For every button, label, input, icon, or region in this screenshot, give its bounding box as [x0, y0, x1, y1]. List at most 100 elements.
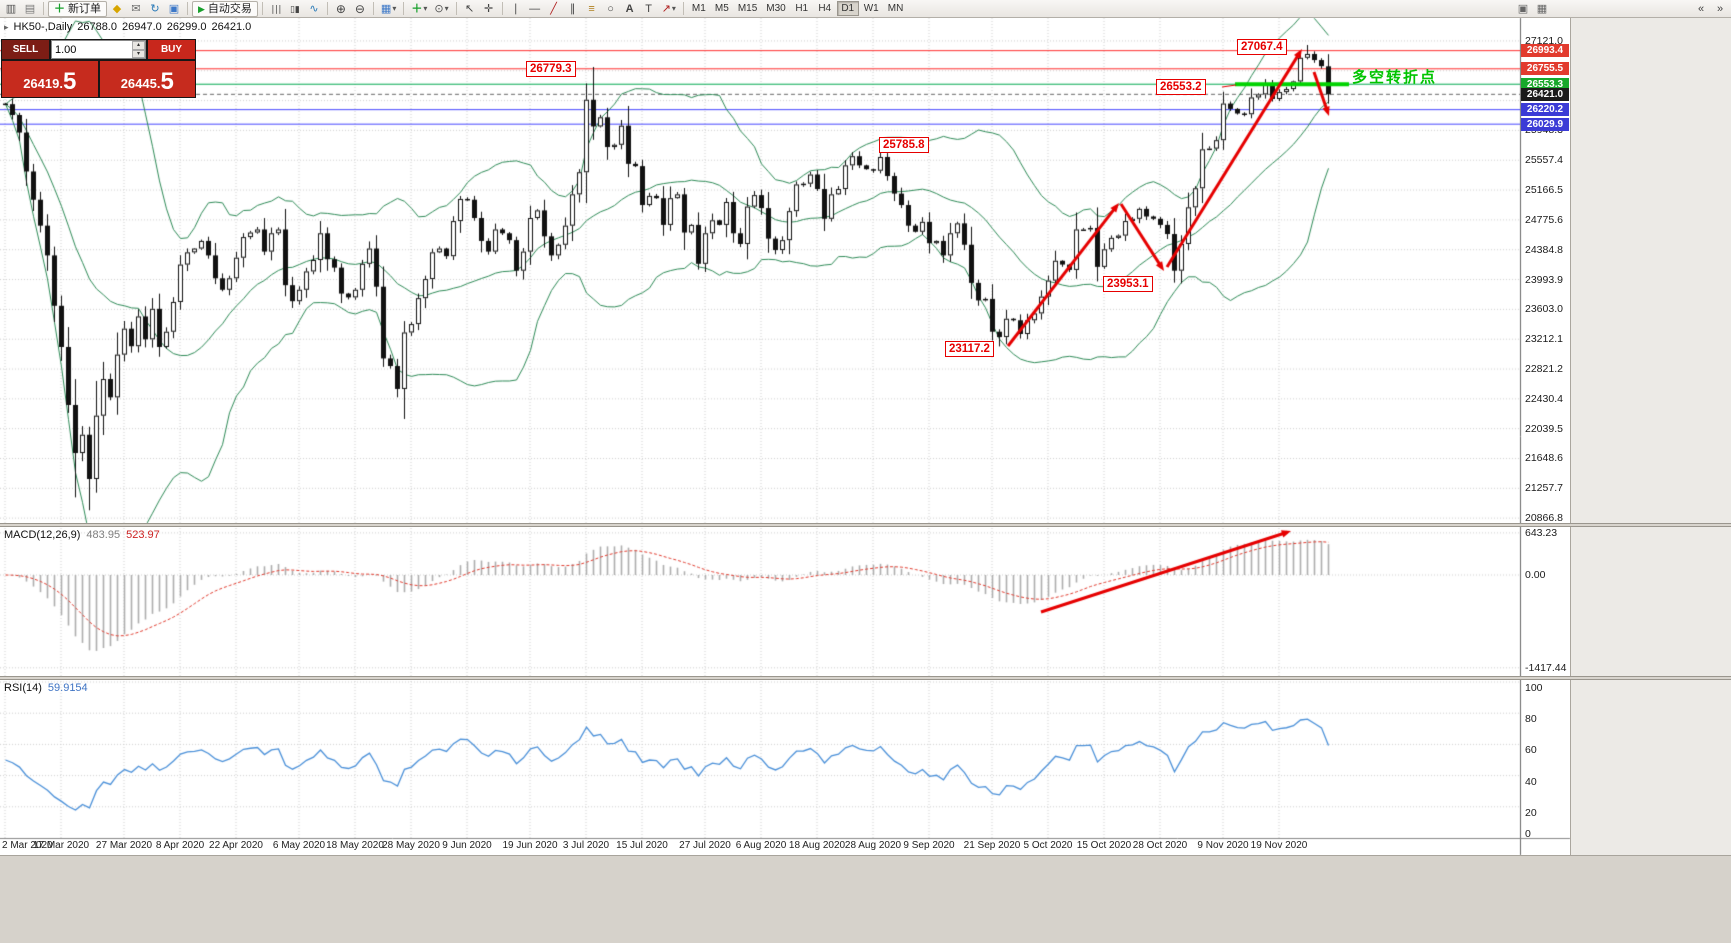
volume-down-button[interactable]: ▾	[132, 49, 145, 58]
date-axis-label: 9 Jun 2020	[442, 840, 492, 851]
channel-icon[interactable]: ∥	[564, 1, 582, 17]
tile-windows-icon[interactable]: ▦ ▾	[378, 1, 399, 17]
toolbar-separator	[682, 2, 684, 15]
buy-button[interactable]: BUY	[148, 40, 195, 59]
timeframe-mn[interactable]: MN	[884, 1, 908, 16]
line-chart-icon[interactable]: ∿	[305, 1, 323, 17]
mailbox-icon[interactable]: ✉	[127, 1, 145, 17]
timeframe-m30[interactable]: M30	[762, 1, 789, 16]
date-axis-label: 19 Nov 2020	[1250, 840, 1308, 851]
text-label-icon[interactable]: T	[640, 1, 658, 17]
toolbar-overflow-right-icon[interactable]: »	[1711, 1, 1729, 17]
rsi-axis-label: 40	[1525, 775, 1537, 788]
chevron-down-icon: ▾	[671, 3, 676, 13]
cursor-icon[interactable]: ↖	[461, 1, 479, 17]
timeframe-d1[interactable]: D1	[836, 1, 859, 16]
volume-field: ▴ ▾	[51, 40, 146, 59]
zoom-in-icon[interactable]: ⊕	[332, 1, 350, 17]
one-click-trading-panel: SELL ▴ ▾ BUY 26419.5 26445.5	[1, 39, 196, 98]
trendline-icon[interactable]: ╱	[545, 1, 563, 17]
sell-price[interactable]: 26419. 5	[2, 61, 98, 97]
indicators-icon[interactable]: ＋ ▾	[408, 1, 430, 17]
data-window-icon[interactable]: ▦	[1533, 1, 1551, 17]
shapes-icon[interactable]: ○	[602, 1, 620, 17]
chart-expand-icon[interactable]: ▸	[4, 21, 9, 32]
macd-axis-label: 643.23	[1525, 526, 1558, 539]
profiles-icon[interactable]: ▤	[21, 1, 39, 17]
price-annotation: 26779.3	[526, 61, 576, 77]
ohlc-close: 26421.0	[211, 21, 252, 33]
toolbar-separator	[501, 2, 503, 15]
price-badge: 26421.0	[1521, 87, 1569, 101]
price-axis-label: 25557.4	[1525, 154, 1563, 167]
price-axis-label: 23212.1	[1525, 333, 1563, 346]
bar-chart-icon[interactable]: ∣∣∣	[267, 1, 285, 17]
date-axis-label: 6 Aug 2020	[735, 840, 787, 851]
price-annotation: 25785.8	[879, 137, 929, 153]
timeframe-m15[interactable]: M15	[734, 1, 761, 16]
main-toolbar: ▥ ▤ ＋ 新订单 ◆ ✉ ↻ ▣ ▶ 自动交易 ∣∣∣ ▯▮ ∿ ⊕ ⊖ ▦ ▾…	[0, 0, 1731, 18]
candlestick-chart-icon[interactable]: ▯▮	[286, 1, 304, 17]
date-axis-label: 6 May 2020	[272, 840, 326, 851]
side-panel-empty	[1570, 18, 1731, 855]
new-chart-icon[interactable]: ▥	[2, 1, 20, 17]
macd-axis-label: -1417.44	[1525, 661, 1567, 674]
rsi-axis-label: 60	[1525, 744, 1537, 757]
turning-point-label: 多空转折点	[1352, 69, 1438, 86]
alert-icon[interactable]: ◆	[108, 1, 126, 17]
toolbar-separator	[261, 2, 263, 15]
zoom-out-icon[interactable]: ⊖	[351, 1, 369, 17]
chevron-down-icon: ▾	[392, 3, 397, 13]
refresh-icon[interactable]: ↻	[146, 1, 164, 17]
timeframe-m5[interactable]: M5	[711, 1, 733, 16]
fibonacci-icon[interactable]: ≡	[583, 1, 601, 17]
toolbar-separator	[187, 2, 188, 15]
timeframe-m1[interactable]: M1	[688, 1, 710, 16]
arrows-tool-icon[interactable]: ↗ ▾	[659, 1, 679, 17]
autotrade-button[interactable]: ▶ 自动交易	[192, 0, 258, 17]
autotrade-label: 自动交易	[207, 2, 252, 15]
crosshair-icon[interactable]: ✛	[480, 1, 498, 17]
price-axis-label: 21257.7	[1525, 482, 1563, 495]
pane-separator[interactable]	[0, 523, 1731, 527]
chart-list-icon[interactable]: ▣	[1514, 1, 1532, 17]
autotrade-play-icon: ▶	[198, 3, 205, 14]
sell-button[interactable]: SELL	[2, 40, 49, 59]
timeframe-h4[interactable]: H4	[814, 1, 836, 16]
ohlc-high: 26947.0	[121, 21, 162, 33]
market-depth-icon[interactable]: ▣	[165, 1, 183, 17]
volume-up-button[interactable]: ▴	[132, 41, 145, 50]
cycles-icon[interactable]: ⊙ ▾	[431, 1, 451, 17]
timeframe-h1[interactable]: H1	[791, 1, 813, 16]
buy-price[interactable]: 26445. 5	[99, 61, 195, 97]
text-icon[interactable]: A	[621, 1, 639, 17]
chart-symbol-period: HK50-,Daily	[13, 21, 73, 33]
price-axis-label: 20866.8	[1525, 512, 1563, 525]
price-axis-label: 23993.9	[1525, 273, 1563, 286]
date-axis-label: 5 Oct 2020	[1023, 840, 1073, 851]
date-axis-label: 22 Apr 2020	[209, 840, 263, 851]
price-axis-label: 25166.5	[1525, 184, 1563, 197]
new-order-button[interactable]: ＋ 新订单	[48, 0, 107, 17]
rsi-axis-label: 0	[1525, 828, 1531, 840]
price-annotation: 27067.4	[1237, 39, 1287, 55]
toolbar-separator	[372, 2, 374, 15]
horizontal-line-icon[interactable]: —	[526, 1, 544, 17]
date-axis-label: 15 Oct 2020	[1076, 840, 1132, 851]
date-axis-label: 15 Jul 2020	[616, 840, 668, 851]
toolbar-overflow-left-icon[interactable]: «	[1692, 1, 1710, 17]
toolbar-separator	[403, 2, 405, 15]
pane-separator[interactable]	[0, 676, 1731, 680]
vertical-line-icon[interactable]: ∣	[507, 1, 525, 17]
date-axis-label: 18 May 2020	[326, 840, 384, 851]
price-axis-label: 27121.0	[1525, 34, 1563, 47]
new-order-label: 新订单	[68, 2, 101, 15]
date-axis-label: 8 Apr 2020	[155, 840, 205, 851]
price-axis-label: 22821.2	[1525, 363, 1563, 376]
timeframe-w1[interactable]: W1	[860, 1, 883, 16]
volume-input[interactable]	[52, 41, 132, 58]
date-axis-label: 19 Jun 2020	[502, 840, 558, 851]
price-annotation: 23953.1	[1103, 276, 1153, 292]
